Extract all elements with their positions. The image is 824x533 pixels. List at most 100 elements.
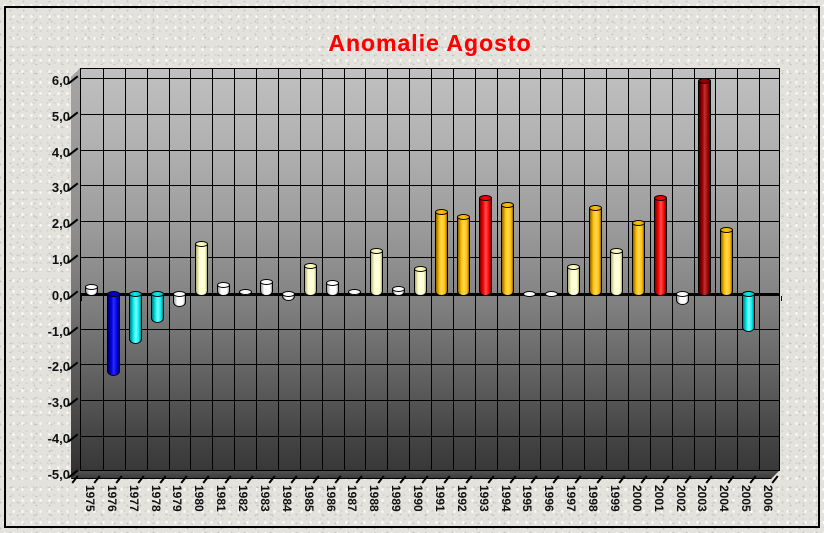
category-axis-tick — [650, 296, 651, 301]
bar-body — [719, 229, 733, 296]
v-gridline — [190, 69, 191, 470]
bar-cylinder — [282, 291, 296, 302]
bar-cap — [85, 284, 99, 291]
bar-cylinder — [457, 214, 471, 296]
h-gridline — [81, 113, 779, 115]
bar-cylinder — [566, 264, 580, 296]
bar-cap — [129, 291, 143, 297]
category-axis-tick — [278, 296, 279, 301]
y-axis-tick-label: -5,0 — [47, 466, 70, 482]
category-axis-tick — [344, 296, 345, 301]
bar-cap — [216, 282, 230, 289]
bar-cylinder — [479, 194, 493, 296]
bar-cylinder — [326, 280, 340, 296]
y-axis-tick-label: 3,0 — [51, 180, 70, 196]
v-gridline — [103, 69, 104, 470]
bar-cylinder — [238, 289, 252, 296]
v-gridline — [628, 69, 629, 470]
category-axis-tick — [190, 296, 191, 301]
x-axis-year-label: 1982 — [236, 485, 251, 512]
x-axis-year-label: 1996 — [542, 485, 557, 512]
h-gridline — [81, 400, 779, 402]
bar-cylinder — [501, 201, 515, 296]
y-axis-tick-label: 4,0 — [51, 144, 70, 160]
bar-cap — [719, 226, 733, 233]
x-axis-year-label: 1980 — [192, 485, 207, 512]
v-gridline — [278, 69, 279, 470]
bar-body — [457, 217, 471, 296]
x-axis-year-label: 2000 — [629, 485, 644, 512]
y-axis-tick-label: 2,0 — [51, 216, 70, 232]
category-axis-tick — [453, 296, 454, 301]
v-gridline — [672, 69, 673, 470]
v-gridline — [125, 69, 126, 470]
x-axis-year-label: 1983 — [257, 485, 272, 512]
chart-title: Anomalie Agosto — [328, 30, 532, 56]
x-axis-year-label: 1995 — [520, 485, 535, 512]
bar-cylinder — [260, 278, 274, 296]
category-axis-tick — [475, 296, 476, 301]
bar-body — [413, 269, 427, 296]
bar-cylinder — [741, 291, 755, 332]
y-axis-tick-label: 5,0 — [51, 108, 70, 124]
bar-cylinder — [610, 248, 624, 296]
category-axis-tick — [737, 296, 738, 301]
x-axis-year-label: 1985 — [301, 485, 316, 512]
bar-cylinder — [151, 291, 165, 323]
bar-cap — [654, 194, 668, 201]
bar-cap — [347, 289, 361, 296]
v-gridline — [606, 69, 607, 470]
x-axis-year-label: 1975 — [82, 485, 97, 512]
x-axis-year-label: 1984 — [279, 485, 294, 512]
y-axis-tick-label: 6,0 — [51, 73, 70, 88]
x-axis-year-label: 1979 — [170, 485, 185, 512]
y-axis-tick-label: -1,0 — [47, 323, 70, 339]
h-gridline — [81, 328, 779, 330]
x-axis-year-label: 1977 — [126, 485, 141, 512]
bar-cylinder — [107, 291, 121, 377]
bar-body — [129, 294, 143, 345]
x-axis-year-label: 1991 — [432, 485, 447, 512]
category-axis-tick — [234, 296, 235, 301]
bar-cap — [369, 248, 383, 255]
v-gridline — [737, 69, 738, 470]
x-axis-year-label: 1994 — [498, 485, 513, 512]
bar-cylinder — [304, 262, 318, 296]
category-axis-tick — [212, 296, 213, 301]
bar-cap — [479, 194, 493, 201]
y-axis-tick-label: 0,0 — [51, 287, 70, 303]
bar-cylinder — [194, 241, 208, 296]
bar-cap — [697, 78, 711, 85]
bar-cap — [194, 241, 208, 248]
bar-body — [435, 211, 449, 296]
bar-cap — [260, 278, 274, 285]
x-axis-year-label: 2002 — [673, 485, 688, 512]
category-axis-tick — [715, 296, 716, 301]
bar-cap — [413, 266, 427, 273]
category-axis-tick — [147, 296, 148, 301]
bar-cylinder — [676, 291, 690, 305]
h-gridline — [81, 185, 779, 187]
v-gridline — [169, 69, 170, 470]
x-axis-year-label: 2003 — [695, 485, 710, 512]
category-axis-tick — [759, 296, 760, 301]
x-axis-year-label: 1989 — [389, 485, 404, 512]
h-gridline — [81, 436, 779, 437]
v-gridline — [453, 69, 454, 470]
bar-body — [566, 267, 580, 296]
category-axis-tick — [256, 296, 257, 301]
v-gridline — [431, 69, 432, 470]
v-gridline — [497, 69, 498, 470]
v-gridline — [365, 69, 366, 470]
bar-cylinder — [85, 284, 99, 296]
v-gridline — [519, 69, 520, 470]
x-axis-year-label: 1978 — [148, 485, 163, 512]
bar-cap — [457, 214, 471, 221]
bar-cap — [544, 291, 558, 297]
category-axis-tick — [606, 296, 607, 301]
category-axis-tick — [672, 296, 673, 301]
bar-body — [479, 197, 493, 296]
bar-cylinder — [129, 291, 143, 345]
bar-body — [632, 222, 646, 296]
